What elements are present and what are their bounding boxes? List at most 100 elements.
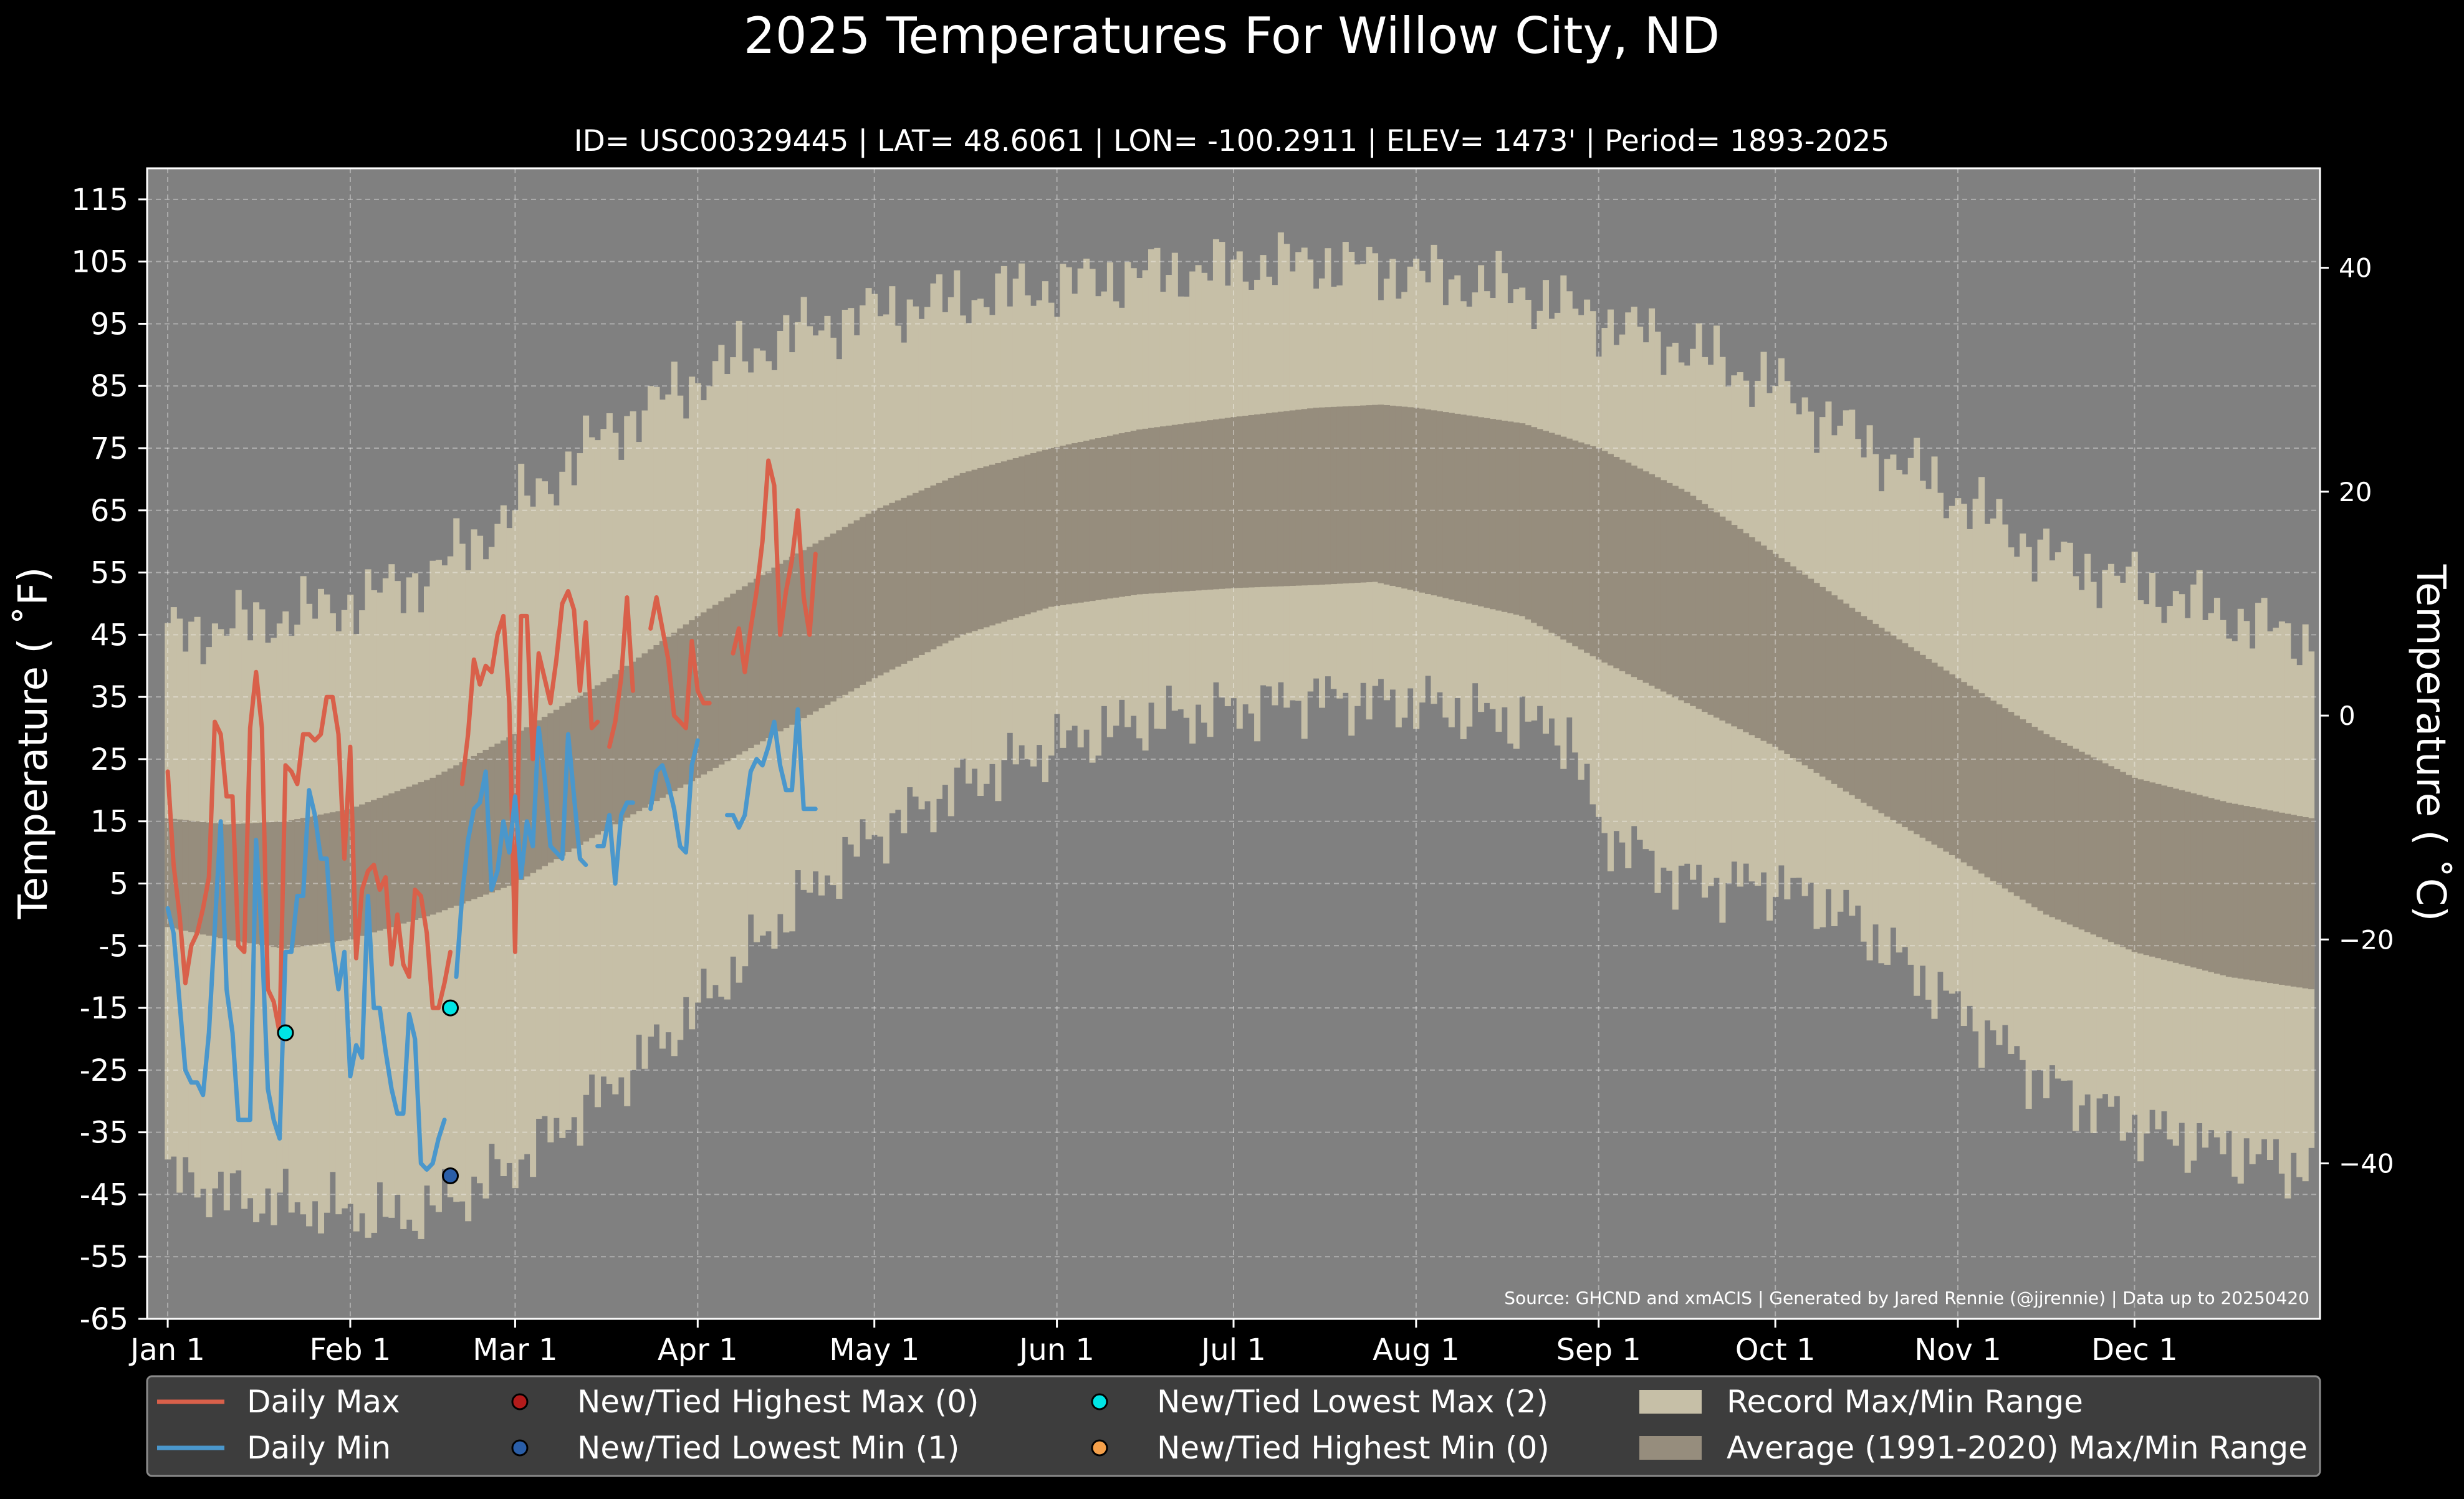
normal-range-bar bbox=[2131, 777, 2138, 952]
legend-box-swatch bbox=[1639, 1390, 1702, 1414]
normal-range-bar bbox=[424, 780, 431, 917]
normal-range-bar bbox=[1000, 461, 1007, 622]
daily-min-line bbox=[454, 726, 588, 979]
normal-range-bar bbox=[1625, 462, 1632, 674]
normal-range-bar bbox=[1307, 408, 1314, 585]
normal-range-bar bbox=[1254, 414, 1261, 588]
normal-range-bar bbox=[1124, 432, 1131, 596]
normal-range-bar bbox=[1631, 465, 1637, 678]
normal-range-bar bbox=[883, 505, 889, 673]
legend-label: New/Tied Lowest Min (1) bbox=[577, 1430, 959, 1466]
normal-range-bar bbox=[1372, 405, 1379, 582]
normal-range-bar bbox=[630, 661, 636, 815]
normal-range-bar bbox=[1501, 420, 1508, 612]
normal-range-bar bbox=[1531, 427, 1538, 623]
normal-range-bar bbox=[2155, 783, 2162, 959]
normal-range-bar bbox=[1301, 409, 1308, 586]
normal-range-bar bbox=[947, 477, 954, 641]
right-tick-label: 0 bbox=[2339, 701, 2356, 731]
normal-range-bar bbox=[812, 544, 819, 712]
normal-range-bar bbox=[2143, 780, 2150, 955]
normal-range-bar bbox=[995, 462, 1002, 624]
normal-range-bar bbox=[1407, 407, 1414, 590]
normal-range-bar bbox=[930, 485, 937, 649]
normal-range-bar bbox=[2290, 815, 2297, 987]
normal-range-bar bbox=[1201, 421, 1208, 590]
normal-range-bar bbox=[1007, 459, 1014, 620]
normal-range-bar bbox=[1207, 420, 1214, 590]
legend-box bbox=[146, 1375, 2321, 1477]
left-tick-label: -15 bbox=[80, 991, 128, 1026]
normal-range-bar bbox=[1083, 441, 1090, 602]
normal-range-bar bbox=[1589, 446, 1596, 656]
normal-range-bar bbox=[836, 530, 843, 699]
normal-range-bar bbox=[2013, 716, 2020, 896]
normal-range-bar bbox=[1861, 616, 1867, 803]
normal-range-bar bbox=[406, 787, 413, 922]
legend-dot-swatch bbox=[1091, 1393, 1108, 1410]
normal-range-bar bbox=[2066, 745, 2073, 925]
normal-range-bar bbox=[1283, 411, 1290, 587]
normal-range-bar bbox=[1166, 425, 1172, 593]
normal-range-bar bbox=[1060, 446, 1067, 605]
normal-range-bar bbox=[1313, 408, 1320, 585]
normal-range-bar bbox=[606, 678, 613, 828]
normal-range-bar bbox=[1183, 423, 1190, 591]
left-axis-ticks: -65-55-45-35-25-15-551525354555657585951… bbox=[71, 183, 147, 1337]
normal-range-bar bbox=[1454, 413, 1461, 601]
normal-range-bar bbox=[1354, 405, 1361, 583]
normal-range-bar bbox=[1967, 686, 1973, 866]
normal-range-bar bbox=[636, 657, 643, 812]
normal-range-bar bbox=[317, 814, 325, 944]
normal-range-bar bbox=[777, 563, 784, 732]
normal-range-bar bbox=[264, 822, 271, 946]
normal-range-bar bbox=[1660, 480, 1667, 692]
normal-range-bar bbox=[2296, 816, 2303, 988]
normal-range-bar bbox=[2160, 785, 2167, 960]
normal-range-bar bbox=[1024, 454, 1031, 615]
normal-range-bar bbox=[588, 689, 595, 838]
normal-range-bar bbox=[936, 482, 942, 647]
normal-range-bar bbox=[1318, 407, 1326, 585]
normal-range-bar bbox=[789, 557, 795, 725]
x-axis-ticks: Jan 1 Feb 1 Mar 1 Apr 1 May 1 Jun 1 Jul 1 Aug 1… bbox=[128, 1319, 2178, 1367]
normal-range-bar bbox=[223, 824, 230, 940]
normal-range-bar bbox=[1395, 406, 1402, 588]
normal-range-bar bbox=[2096, 760, 2103, 937]
normal-range-bar bbox=[1784, 562, 1791, 754]
normal-range-bar bbox=[182, 820, 189, 931]
normal-range-bar bbox=[288, 820, 295, 948]
normal-range-bar bbox=[618, 669, 625, 821]
normal-range-bar bbox=[2243, 806, 2250, 980]
normal-range-bar bbox=[412, 784, 419, 920]
normal-range-bar bbox=[247, 823, 254, 944]
normal-range-bar bbox=[1902, 643, 1909, 828]
normal-range-bar bbox=[977, 467, 984, 630]
normal-range-bar bbox=[583, 692, 590, 842]
daily-max-line bbox=[165, 669, 453, 1035]
normal-range-bar bbox=[200, 821, 207, 935]
normal-range-bar bbox=[600, 681, 607, 831]
normal-range-bar bbox=[2261, 809, 2268, 982]
normal-range-bar bbox=[1419, 408, 1426, 593]
normal-range-bar bbox=[1219, 418, 1225, 589]
normal-range-bar bbox=[1654, 477, 1661, 689]
normal-range-bar bbox=[2073, 749, 2079, 927]
normal-range-bar bbox=[1442, 412, 1449, 598]
normal-range-bar bbox=[1071, 443, 1078, 604]
normal-range-bar bbox=[1336, 406, 1343, 584]
daily-min-line bbox=[165, 788, 447, 1172]
normal-range-bar bbox=[282, 821, 289, 949]
normal-range-bar bbox=[1819, 587, 1826, 777]
normal-range-bar bbox=[800, 550, 807, 719]
normal-range-bar bbox=[1878, 628, 1885, 813]
normal-range-bar bbox=[1348, 406, 1355, 583]
normal-range-bar bbox=[1507, 421, 1514, 614]
x-tick-label: May 1 bbox=[829, 1333, 919, 1367]
normal-range-bar bbox=[983, 466, 990, 628]
normal-range-bar bbox=[771, 567, 778, 735]
normal-range-bar bbox=[1383, 405, 1390, 585]
normal-range-bar bbox=[712, 605, 719, 768]
normal-range-bar bbox=[1089, 439, 1096, 601]
